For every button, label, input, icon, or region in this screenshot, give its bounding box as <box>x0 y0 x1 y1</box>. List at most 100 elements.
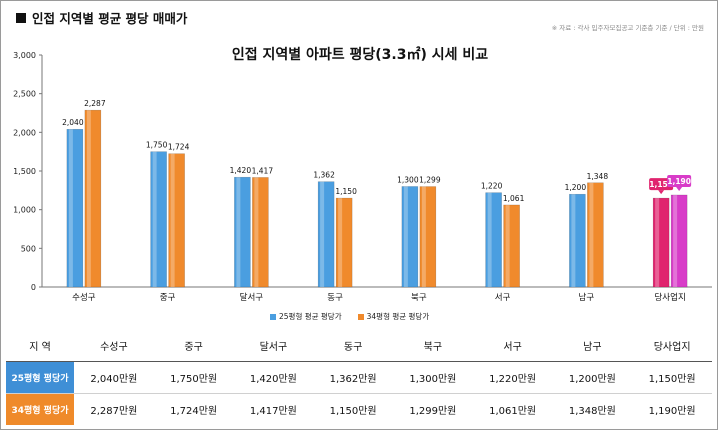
legend-item-25: 25평형 평균 평당가 <box>270 311 342 322</box>
table-cell: 1,417만원 <box>249 406 297 417</box>
x-tick-label: 동구 <box>327 293 343 303</box>
x-tick-label: 달서구 <box>240 292 264 303</box>
bar-highlight <box>571 194 576 287</box>
bar-highlight <box>68 129 73 287</box>
bar-highlight <box>86 110 91 287</box>
data-label-pointer <box>676 186 683 191</box>
table-cell: 1,750만원 <box>153 361 234 394</box>
bar <box>335 197 353 288</box>
source-note: ※ 자료 : 각사 입주자모집공고 기준층 기준 / 단위 : 만원 <box>551 24 704 32</box>
legend-label-25: 25평형 평균 평당가 <box>279 312 342 321</box>
table-cell: 1,300만원 <box>393 361 473 394</box>
table-row-label: 34평형 평당가 <box>6 393 74 425</box>
table-cell: 1,362만원 <box>313 361 393 394</box>
legend-swatch-orange <box>357 313 364 320</box>
table-row-label: 25평형 평당가 <box>6 361 74 394</box>
bar <box>401 186 419 288</box>
data-label: 1,061 <box>503 194 525 203</box>
bar-highlight <box>673 194 678 287</box>
data-label: 1,417 <box>252 166 274 175</box>
table-row: 34평형 평당가 2,287만원 1,724만원 1,417만원 1,150만원… <box>6 393 712 425</box>
legend-label-34: 34평형 평균 평당가 <box>366 312 430 321</box>
bar <box>317 181 335 288</box>
data-label: 1,299 <box>419 176 441 185</box>
table-col-header: 서구 <box>472 330 553 362</box>
bar <box>569 193 586 288</box>
data-label: 1,200 <box>565 183 587 192</box>
table-cell: 1,348만원 <box>568 406 616 417</box>
x-tick-label: 남구 <box>579 293 595 303</box>
bar <box>150 151 167 288</box>
data-label: 1,190 <box>667 177 691 186</box>
table-cell: 1,061만원 <box>489 406 537 417</box>
bar <box>234 176 251 288</box>
table-col-header: 달서구 <box>233 330 314 362</box>
bar-highlight <box>589 182 594 287</box>
bar <box>587 182 604 288</box>
bar <box>503 204 520 288</box>
bar-highlight <box>236 177 241 287</box>
bar-highlight <box>170 153 175 287</box>
y-tick-label: 2,500 <box>13 90 36 99</box>
bar-highlight <box>152 151 157 287</box>
page-title: 인접 지역별 평균 평당 매매가 <box>16 8 187 27</box>
bar-highlight <box>338 198 343 287</box>
bar-chart: 0 500 1,000 1,500 2,000 2,500 3,000 수성구 2,040 2,2… <box>13 51 712 303</box>
data-label-pointer <box>658 190 665 195</box>
table-cell: 2,287만원 <box>90 406 138 417</box>
table-row: 25평형 평당가 2,040만원 1,750만원 1,420만원 1,362만원… <box>6 361 712 394</box>
legend-item-34: 34평형 평균 평당가 <box>357 311 430 322</box>
data-label: 2,040 <box>62 118 84 127</box>
table-col-header: 북구 <box>393 330 473 362</box>
x-tick-label: 당사업지 <box>654 292 685 303</box>
table-cell: 1,299만원 <box>409 406 457 417</box>
y-tick-label: 1,500 <box>13 167 36 176</box>
x-tick-label: 서구 <box>495 293 511 303</box>
bar <box>84 109 102 288</box>
data-label: 1,220 <box>481 182 503 191</box>
bar-highlight <box>421 186 426 287</box>
bar-highlight <box>505 204 510 287</box>
table-col-header: 동구 <box>313 330 393 362</box>
table-cell: 1,190만원 <box>648 406 696 417</box>
data-label: 1,300 <box>397 175 419 184</box>
data-label: 1,348 <box>587 172 609 181</box>
table-cell: 1,220만원 <box>472 361 553 394</box>
data-label: 1,362 <box>313 171 335 180</box>
table-cell: 1,724만원 <box>170 406 218 417</box>
chart-legend: 25평형 평균 평당가 34평형 평균 평당가 <box>270 311 429 322</box>
bar-highlight <box>254 177 259 287</box>
data-label: 1,724 <box>168 143 190 152</box>
x-tick-label: 북구 <box>411 293 427 303</box>
data-label-box <box>667 174 692 187</box>
x-tick-label: 중구 <box>160 293 176 303</box>
bar <box>252 177 269 288</box>
data-label: 1,150 <box>649 180 673 189</box>
table-cell: 2,040만원 <box>74 361 154 394</box>
bar-highlight <box>655 198 660 287</box>
bar-highlight <box>320 181 325 287</box>
table-col-header: 남구 <box>552 330 633 362</box>
table-cell: 1,150만원 <box>329 406 377 417</box>
data-label: 2,287 <box>84 99 106 108</box>
bar <box>168 153 185 288</box>
bar-highlight <box>403 186 408 287</box>
y-tick-label: 500 <box>21 244 36 253</box>
data-label: 1,150 <box>335 187 357 196</box>
table-col-header: 수성구 <box>74 330 154 362</box>
bar <box>66 128 84 288</box>
y-tick-label: 2,000 <box>13 128 36 137</box>
bar-highlight <box>487 192 492 287</box>
data-label: 1,420 <box>230 166 252 175</box>
table-header-row: 지 역 수성구 중구 달서구 동구 북구 서구 남구 당사업지 <box>6 330 712 362</box>
legend-swatch-blue <box>270 313 276 320</box>
table-col-header: 당사업지 <box>632 330 712 362</box>
page-title-text: 인접 지역별 평균 평당 매매가 <box>32 11 188 26</box>
bar <box>485 192 502 288</box>
y-tick-label: 1,000 <box>13 206 36 215</box>
bar <box>670 194 688 288</box>
bar <box>419 186 437 288</box>
data-label: 1,750 <box>146 141 168 150</box>
table-cell: 1,420만원 <box>233 361 314 394</box>
